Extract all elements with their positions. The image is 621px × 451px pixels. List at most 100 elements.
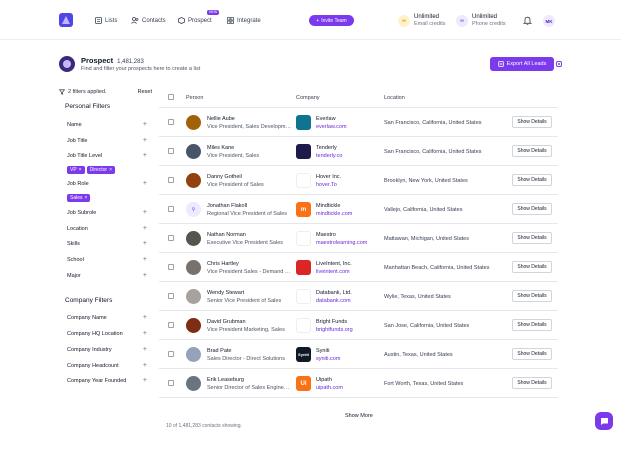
filter-name[interactable]: Name + [67, 121, 150, 128]
close-icon[interactable]: × [78, 167, 82, 173]
person-title: Senior Director of Sales Engineering [207, 385, 291, 391]
avatar: ⚲ [186, 202, 201, 217]
nav-integrate[interactable]: Integrate [227, 17, 261, 24]
page-subtitle: Find and filter your prospects here to c… [81, 66, 201, 72]
person-name: Miles Kane [207, 145, 235, 151]
plus-icon: + [142, 346, 147, 353]
company-url[interactable]: hover.To [316, 182, 337, 188]
nav-contacts[interactable]: Contacts [131, 17, 166, 24]
row-checkbox[interactable] [168, 351, 174, 357]
company-name: Maestro [316, 232, 336, 238]
person-title: Vice President, Sales Development [207, 124, 291, 130]
filter-job-role[interactable]: Job Role + [67, 180, 150, 187]
close-icon[interactable]: × [84, 195, 88, 201]
showing-count: 10 of 1,481,283 contacts showing. [166, 423, 242, 429]
export-options-icon[interactable] [556, 61, 562, 67]
company-url[interactable]: mindtickle.com [316, 211, 353, 217]
user-avatar[interactable]: MK [543, 15, 555, 27]
reset-filters-button[interactable]: Reset [137, 89, 152, 95]
company-url[interactable]: everlaw.com [316, 124, 347, 130]
row-checkbox[interactable] [168, 206, 174, 212]
company-name: Tenderly [316, 145, 337, 151]
filter-label: Company Headcount [67, 363, 119, 369]
chip-label: Director [89, 167, 108, 173]
chat-icon [600, 417, 608, 425]
filter-label: Company Industry [67, 347, 112, 353]
filter-company-year-founded[interactable]: Company Year Founded + [67, 377, 150, 384]
chip-sales[interactable]: Sales × [67, 194, 91, 202]
export-all-leads-button[interactable]: Export All Leads [490, 57, 554, 71]
filter-company-hq-location[interactable]: Company HQ Location + [67, 330, 150, 337]
bell-icon[interactable] [523, 16, 532, 25]
filter-company-headcount[interactable]: Company Headcount + [67, 362, 150, 369]
row-checkbox[interactable] [168, 264, 174, 270]
person-location: Vallejo, California, United States [384, 207, 463, 213]
show-more-button[interactable]: Show More [345, 413, 373, 419]
company-url[interactable]: tenderly.co [316, 153, 343, 159]
close-icon[interactable]: × [109, 167, 113, 173]
company-url[interactable]: syniti.com [316, 356, 341, 362]
row-checkbox[interactable] [168, 148, 174, 154]
row-checkbox[interactable] [168, 380, 174, 386]
filter-location[interactable]: Location + [67, 225, 150, 232]
app-logo[interactable] [59, 13, 73, 27]
row-checkbox[interactable] [168, 293, 174, 299]
filters-applied-label: 2 filters applied. [68, 89, 107, 95]
filter-major[interactable]: Major + [67, 272, 150, 279]
show-details-button[interactable]: Show Details [512, 116, 552, 128]
avatar [186, 144, 201, 159]
phone-credits: ∞ Unlimited Phone credits [456, 14, 506, 28]
company-url[interactable]: brightfunds.org [316, 327, 353, 333]
table-header: Person Company Location [159, 87, 558, 108]
company-url[interactable]: databank.com [316, 298, 351, 304]
row-checkbox[interactable] [168, 322, 174, 328]
row-checkbox[interactable] [168, 235, 174, 241]
row-checkbox[interactable] [168, 177, 174, 183]
person-title: Vice President of Sales [207, 182, 264, 188]
plus-icon: + [142, 330, 147, 337]
company-url[interactable]: maestrolearning.com [316, 240, 368, 246]
filter-label: Job Title [67, 138, 88, 144]
person-title: Executive Vice President Sales [207, 240, 284, 246]
select-all-checkbox[interactable] [168, 94, 174, 100]
plus-icon: + [142, 377, 147, 384]
show-details-button[interactable]: Show Details [512, 319, 552, 331]
filter-job-title[interactable]: Job Title + [67, 137, 150, 144]
show-details-button[interactable]: Show Details [512, 348, 552, 360]
table-row: Erik Leaseburg Senior Director of Sales E… [159, 369, 558, 398]
filter-job-title-level[interactable]: Job Title Level + [67, 152, 150, 159]
filter-job-subrole[interactable]: Job Subrole + [67, 209, 150, 216]
plus-icon: + [142, 209, 147, 216]
show-details-button[interactable]: Show Details [512, 203, 552, 215]
invite-team-button[interactable]: + Invite Team [309, 15, 354, 26]
page-title-text: Prospect [81, 56, 114, 65]
person-name: Wendy Stewart [207, 290, 245, 296]
email-credits-value: Unlimited [414, 14, 440, 20]
show-details-button[interactable]: Show Details [512, 377, 552, 389]
phone-credits-label: Phone credits [472, 21, 506, 27]
company-url[interactable]: uipath.com [316, 385, 343, 391]
prospect-icon [178, 17, 185, 24]
filter-company-industry[interactable]: Company Industry + [67, 346, 150, 353]
show-details-button[interactable]: Show Details [512, 145, 552, 157]
chat-button[interactable] [595, 412, 613, 430]
company-url[interactable]: liveintent.com [316, 269, 350, 275]
filter-skills[interactable]: Skills + [67, 240, 150, 247]
person-title: Sales Director - Direct Solutions [207, 356, 285, 362]
company-logo [296, 318, 311, 333]
row-checkbox[interactable] [168, 119, 174, 125]
table-row: Chris Hartley Vice President Sales - Dema… [159, 253, 558, 282]
filter-company-name[interactable]: Company Name + [67, 314, 150, 321]
nav-prospect-label: Prospect [188, 17, 212, 24]
nav-prospect[interactable]: Prospect [178, 17, 212, 24]
show-details-button[interactable]: Show Details [512, 290, 552, 302]
show-details-button[interactable]: Show Details [512, 261, 552, 273]
chip-director[interactable]: Director × [86, 166, 116, 174]
show-details-button[interactable]: Show Details [512, 232, 552, 244]
chip-vp[interactable]: VP × [67, 166, 85, 174]
plus-icon: + [142, 225, 147, 232]
nav-lists[interactable]: Lists [95, 17, 117, 24]
show-details-button[interactable]: Show Details [512, 174, 552, 186]
filter-school[interactable]: School + [67, 256, 150, 263]
person-location: San Francisco, California, United States [384, 120, 482, 126]
